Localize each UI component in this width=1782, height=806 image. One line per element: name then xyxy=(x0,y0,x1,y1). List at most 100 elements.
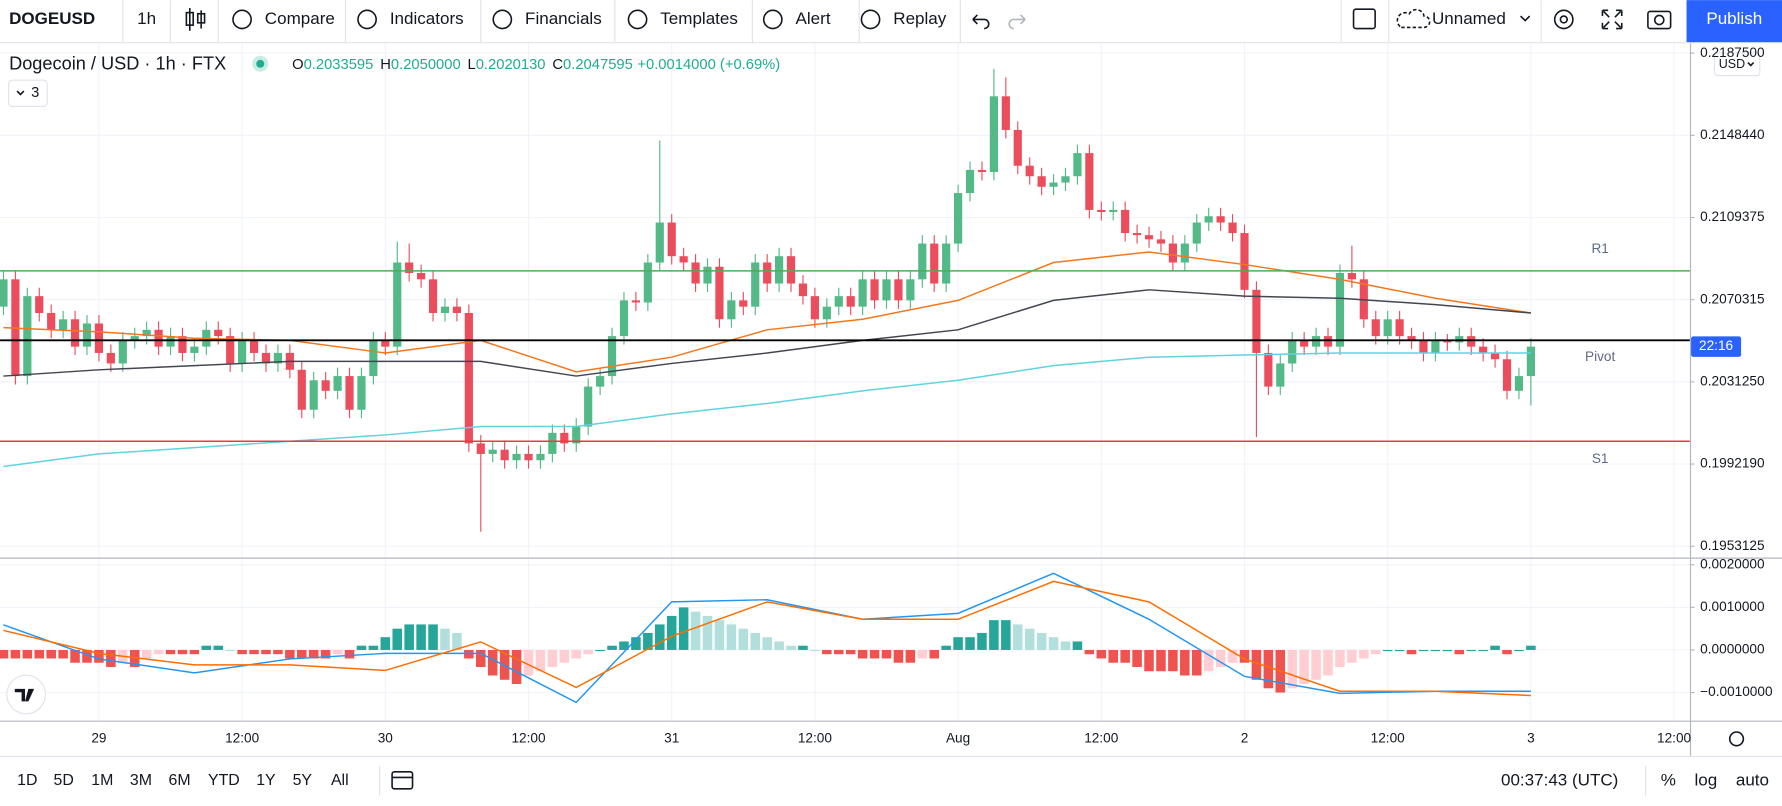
logo[interactable] xyxy=(6,674,47,715)
candle-body xyxy=(954,193,963,244)
fullscreen-icon[interactable] xyxy=(1601,9,1623,30)
redo-icon[interactable] xyxy=(1008,14,1026,30)
indicator-line xyxy=(3,352,1531,468)
candle-icon[interactable] xyxy=(185,8,206,31)
currency[interactable]: USD xyxy=(1719,57,1745,71)
candle-body xyxy=(393,262,402,347)
ohlc-key: O xyxy=(292,57,304,73)
toolbar-button[interactable]: Alert xyxy=(796,9,831,28)
chevron[interactable] xyxy=(1520,15,1531,22)
layout-name[interactable]: Unnamed xyxy=(1432,9,1506,28)
histogram-bar xyxy=(595,649,605,652)
candle-body xyxy=(428,279,438,313)
range-button[interactable]: 5D xyxy=(53,772,73,789)
button-icon[interactable] xyxy=(492,9,513,30)
x-tick-label: 12:00 xyxy=(1084,730,1119,745)
interval[interactable]: 1h xyxy=(137,9,156,28)
histogram-bar xyxy=(1036,632,1047,650)
camera-icon[interactable] xyxy=(1647,10,1672,30)
y-tick-label: 0.2070315 xyxy=(1700,291,1764,306)
candle-body xyxy=(297,369,306,410)
histogram-bar xyxy=(189,649,200,655)
settings-icon-core xyxy=(1559,15,1569,24)
histogram-bar xyxy=(165,649,176,655)
undo-icon[interactable] xyxy=(972,14,990,30)
publish-button[interactable] xyxy=(1686,0,1782,43)
range-button[interactable]: 1D xyxy=(17,772,37,789)
histogram-bar xyxy=(141,649,152,659)
candle-body xyxy=(1037,176,1046,187)
range-button[interactable]: All xyxy=(331,772,349,789)
histogram-bar xyxy=(344,649,355,659)
toolbar-button[interactable]: Financials xyxy=(525,9,602,28)
histogram-bar xyxy=(714,620,725,650)
histogram-bar xyxy=(1394,649,1405,652)
candle-body xyxy=(1276,363,1285,387)
candle-body xyxy=(822,306,831,320)
histogram-bar xyxy=(356,645,367,650)
settings-icon[interactable] xyxy=(1553,9,1574,30)
candle-body xyxy=(1133,233,1142,236)
price-pane: R1 Pivot S1 xyxy=(0,68,1690,532)
histogram-bar xyxy=(22,649,33,659)
layout-icon[interactable] xyxy=(1352,8,1376,30)
axis-settings-icon[interactable] xyxy=(1728,731,1745,747)
range-button[interactable]: 1M xyxy=(91,772,113,789)
toolbar-button[interactable]: Templates xyxy=(660,9,738,28)
range-button[interactable]: 1Y xyxy=(256,772,276,789)
candle-body xyxy=(47,312,56,330)
histogram-bar xyxy=(94,649,104,663)
button-icon[interactable] xyxy=(627,9,648,30)
x-tick-label: 30 xyxy=(378,730,394,745)
histogram-bar xyxy=(332,649,343,655)
range-button[interactable]: 6M xyxy=(169,772,191,789)
scale-button[interactable]: % xyxy=(1661,770,1676,789)
button-icon[interactable] xyxy=(762,9,783,30)
histogram-bar xyxy=(654,624,665,650)
candle-body xyxy=(261,352,271,364)
range-button[interactable]: 3M xyxy=(130,772,152,789)
histogram-bar xyxy=(511,649,522,685)
symbol[interactable]: DOGEUSD xyxy=(9,9,95,28)
histogram-bar xyxy=(535,649,546,672)
toolbar-button[interactable]: Replay xyxy=(893,9,946,28)
publish-label[interactable]: Publish xyxy=(1706,9,1762,28)
histogram-bar xyxy=(58,649,68,659)
range-button[interactable]: YTD xyxy=(208,772,240,789)
button-icon[interactable] xyxy=(232,9,252,30)
histogram-bar xyxy=(810,649,820,652)
currency-box[interactable] xyxy=(1713,52,1761,77)
histogram-bar xyxy=(129,649,140,667)
indicator-toggle[interactable] xyxy=(7,79,48,107)
x-tick-label: 12:00 xyxy=(511,730,546,745)
bottom-bar: 00:37:43 (UTC) 1D 5D 1M 3M 6M YTD 1Y 5Y All% log a… xyxy=(17,731,1769,796)
candle-body xyxy=(333,376,342,391)
candle-body xyxy=(619,300,629,337)
range-button[interactable]: 5Y xyxy=(293,772,313,789)
histogram-bar xyxy=(977,632,987,650)
candle-body xyxy=(775,256,784,284)
histogram-bar xyxy=(559,649,570,663)
candle-body xyxy=(1514,376,1524,391)
button-icon[interactable] xyxy=(860,9,881,30)
candle-body xyxy=(452,306,462,313)
scale-button[interactable]: auto xyxy=(1736,770,1769,789)
histogram-bar xyxy=(261,649,271,655)
candle-body xyxy=(1097,209,1106,213)
histogram-bar xyxy=(678,607,689,650)
candle-body xyxy=(1252,289,1261,353)
calendar-icon[interactable] xyxy=(391,770,414,790)
histogram-bar xyxy=(380,637,391,650)
ohlc-key: H xyxy=(380,57,391,73)
toolbar-button[interactable]: Compare xyxy=(265,9,335,28)
scale-button[interactable]: log xyxy=(1694,770,1717,789)
candle-body xyxy=(894,279,903,301)
candle-body xyxy=(238,340,247,364)
button-icon[interactable] xyxy=(357,9,377,30)
histogram-bar xyxy=(1526,645,1536,650)
candle-body xyxy=(739,300,748,307)
candle-body xyxy=(810,296,819,320)
toolbar-button[interactable]: Indicators xyxy=(390,9,464,28)
histogram-bar xyxy=(404,624,414,650)
candle-body xyxy=(405,262,414,274)
